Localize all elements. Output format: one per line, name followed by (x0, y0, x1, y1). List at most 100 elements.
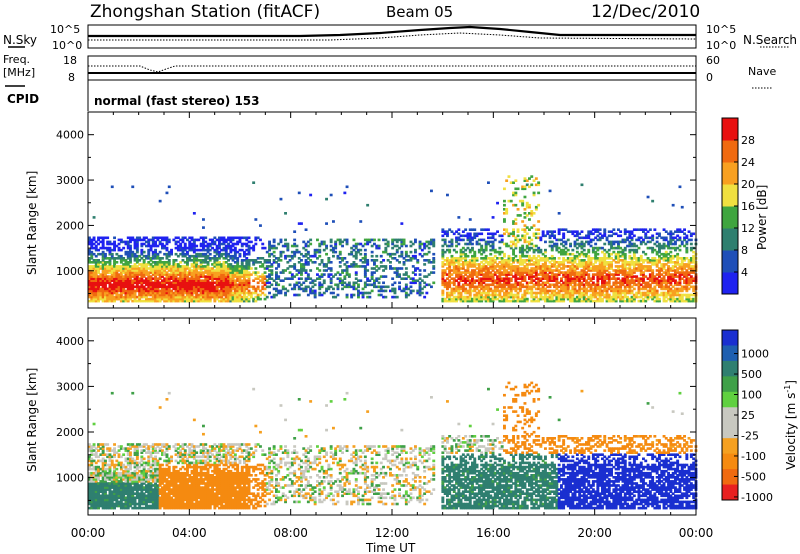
power-cell (167, 283, 171, 287)
power-cell (218, 295, 221, 299)
power-cell (329, 267, 333, 270)
power-cell (553, 273, 556, 276)
power-cell (541, 230, 545, 233)
power-cell (90, 254, 94, 258)
power-cell (644, 242, 648, 246)
power-cell (199, 269, 203, 272)
power-cell (557, 212, 561, 215)
power-cell (635, 279, 639, 282)
power-cell (521, 277, 525, 280)
power-cell (569, 281, 572, 285)
power-cell (653, 275, 657, 278)
power-cell (170, 273, 173, 276)
power-cell (238, 269, 242, 272)
power-cell (411, 257, 415, 260)
power-cell (582, 295, 586, 299)
power-cell (601, 299, 604, 303)
power-cell (516, 240, 520, 244)
power-cell (304, 244, 308, 248)
power-cell (140, 289, 144, 293)
power-cell (521, 228, 525, 231)
power-cell (528, 246, 531, 250)
power-cell (195, 281, 199, 285)
power-cell (530, 275, 534, 278)
power-cell (404, 250, 408, 254)
power-cell (446, 293, 449, 297)
power-cell (457, 275, 461, 278)
power-cell (149, 293, 153, 297)
power-cell (202, 236, 205, 240)
power-cell (461, 279, 465, 282)
power-cell (94, 267, 98, 270)
power-cell (176, 287, 180, 291)
power-cell (131, 287, 135, 291)
power-cell (642, 267, 645, 270)
power-cell (423, 244, 427, 248)
power-cell (498, 234, 502, 238)
power-cell (227, 279, 230, 282)
power-cell (347, 252, 351, 256)
power-cell (88, 259, 91, 262)
power-cell (302, 281, 306, 285)
power-cell (514, 254, 518, 258)
power-cell (233, 252, 237, 256)
power-cell (480, 269, 484, 272)
power-cell (322, 240, 326, 244)
power-cell (325, 263, 328, 266)
power-cell (359, 259, 363, 262)
power-cell (557, 230, 561, 233)
power-cell (211, 281, 214, 285)
power-cell (509, 287, 513, 291)
power-cell (247, 293, 251, 297)
power-cell (518, 273, 522, 276)
power-cell (309, 291, 313, 295)
power-cell (215, 244, 219, 248)
power-cell (528, 228, 531, 231)
power-cell (500, 273, 504, 276)
power-cell (195, 283, 199, 287)
power-cell (562, 281, 566, 285)
power-cell (284, 212, 287, 215)
power-cell (297, 281, 301, 285)
power-cell (532, 244, 536, 248)
power-cell (534, 236, 538, 240)
power-cell (88, 275, 91, 278)
power-cell (409, 285, 413, 289)
power-cell (309, 281, 313, 285)
power-cell (480, 285, 484, 289)
power-cell (550, 257, 554, 260)
power-cell (306, 244, 310, 248)
power-cell (623, 299, 627, 303)
power-cell (224, 267, 228, 270)
power-cell (628, 257, 632, 260)
power-cell (418, 273, 422, 276)
power-cell (553, 279, 556, 282)
power-cell (493, 267, 497, 270)
power-cell (594, 254, 598, 258)
power-cell (115, 297, 119, 301)
power-cell (295, 283, 299, 287)
power-cell (548, 267, 552, 270)
power-cell (555, 295, 559, 299)
power-cell (589, 240, 593, 244)
power-cell (544, 271, 547, 274)
power-cell (562, 287, 566, 291)
power-cell (131, 281, 135, 285)
power-cell (224, 283, 228, 287)
power-cell (117, 287, 121, 291)
power-cell (598, 285, 602, 289)
power-cell (129, 297, 132, 301)
power-cell (546, 289, 550, 293)
power-cell (518, 297, 522, 301)
power-cell (623, 275, 627, 278)
power-cell (562, 259, 566, 262)
power-cell (167, 259, 171, 262)
power-cell (179, 238, 183, 242)
power-cell (357, 242, 360, 246)
power-cell (247, 299, 251, 303)
power-cell (263, 246, 267, 250)
power-cell (530, 257, 534, 260)
power-cell (245, 283, 249, 287)
power-cell (518, 287, 522, 291)
power-cell (375, 259, 379, 262)
